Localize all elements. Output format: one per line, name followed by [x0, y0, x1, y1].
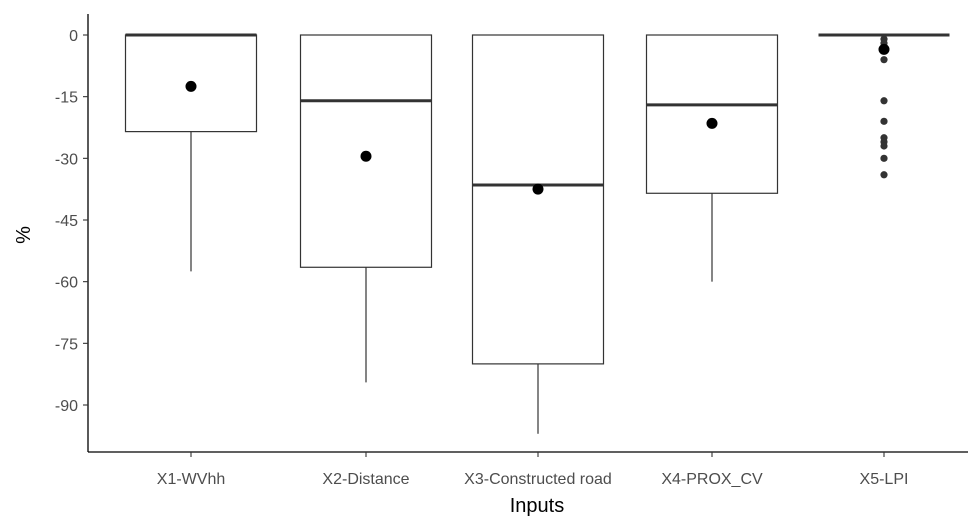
x-tick-label: X3-Constructed road: [464, 471, 612, 488]
y-tick-label: 0: [69, 28, 78, 45]
y-axis-title: %: [13, 226, 35, 244]
y-tick-label: -30: [55, 151, 78, 168]
x-tick-label: X5-LPI: [860, 471, 909, 488]
mean-point: [878, 43, 890, 55]
x-tick-label: X4-PROX_CV: [661, 471, 763, 488]
mean-point: [532, 183, 544, 195]
outlier-point: [880, 117, 888, 125]
outlier-point: [880, 154, 888, 162]
outlier-point: [880, 97, 888, 105]
mean-point: [185, 80, 197, 92]
y-tick-label: -75: [55, 336, 78, 353]
y-tick-label: -90: [55, 398, 78, 415]
y-tick-label: -60: [55, 275, 78, 292]
outlier-point: [880, 56, 888, 64]
x-tick-label: X1-WVhh: [157, 471, 225, 488]
mean-point: [360, 150, 372, 162]
x-axis-title: Inputs: [510, 495, 564, 516]
plot-area: 0 -15 -30 -45 -60 -75 -90 X1-WVhh X2-Distance X3-…: [55, 14, 968, 488]
y-tick-label: -45: [55, 213, 78, 230]
y-tick-label: -15: [55, 90, 78, 107]
x-tick-label: X2-Distance: [322, 471, 409, 488]
outlier-point: [880, 142, 888, 150]
box: [645, 34, 779, 194]
outlier-point: [880, 171, 888, 179]
box: [471, 34, 605, 365]
mean-point: [706, 117, 718, 129]
